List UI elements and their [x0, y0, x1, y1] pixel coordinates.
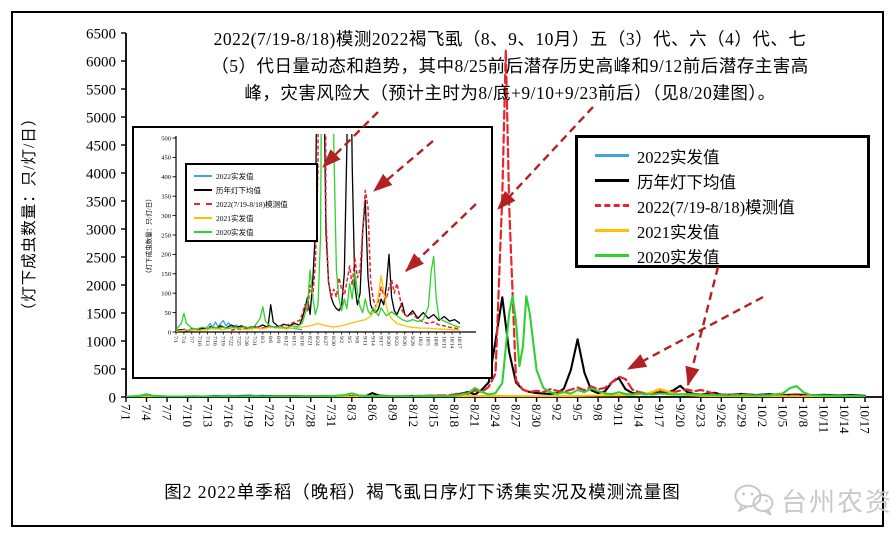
legend-label: 2020实发值 [216, 227, 254, 237]
legend-label: 2022(7/19-8/18)模测值 [637, 197, 795, 217]
legend-line-sample [595, 154, 629, 157]
legend-label: 2022实发值 [637, 147, 720, 167]
legend-item: 2020实发值 [194, 225, 316, 239]
annotation-line: 2022(7/19-8/18)模测2022褐飞虱（8、9、10月）五（3）代、六… [213, 29, 807, 49]
legend-line-sample [595, 204, 629, 207]
legend-item: 2022(7/19-8/18)模测值 [595, 193, 867, 218]
forecast-annotation: 2022(7/19-8/18)模测2022褐飞虱（8、9、10月）五（3）代、六… [145, 26, 875, 107]
legend-line-sample [595, 179, 629, 182]
legend-label: 2021实发值 [216, 213, 254, 223]
legend-label: 历年灯下均值 [637, 172, 736, 192]
legend-label: 历年灯下均值 [216, 185, 261, 195]
figure-caption: 图2 2022单季稻（晚稻）褐飞虱日序灯下诱集实况及模测流量图 [164, 482, 681, 502]
legend-item: 2021实发值 [194, 211, 316, 225]
watermark-label: 台州农资 [781, 488, 894, 517]
legend-main: 2022实发值 历年灯下均值 2022(7/19-8/18)模测值 2021实发值 20… [575, 135, 870, 268]
legend-line-sample [595, 254, 629, 257]
legend-line-sample [194, 217, 212, 219]
legend-line-sample [194, 231, 212, 233]
legend-line-sample [194, 189, 212, 191]
legend-label: 2022实发值 [216, 171, 254, 181]
legend-line-sample [194, 203, 212, 205]
legend-item: 2020实发值 [595, 243, 867, 268]
legend-item: 2022实发值 [595, 143, 867, 168]
legend-item: 历年灯下均值 [595, 168, 867, 193]
watermark: 台州农资 [733, 482, 893, 519]
legend-label: 2021实发值 [637, 222, 720, 242]
legend-item: 历年灯下均值 [194, 183, 316, 197]
legend-line-sample [194, 175, 212, 177]
legend-inset: 2022实发值 历年灯下均值 2022(7/19-8/18)模测值 2021实发值 20… [185, 163, 318, 242]
legend-line-sample [595, 229, 629, 232]
figure-frame [11, 11, 884, 527]
legend-label: 2022(7/19-8/18)模测值 [216, 199, 288, 209]
annotation-line: （5）代日量动态和趋势，其中8/25前后潜存历史高峰和9/12前后潜存主害高 [211, 56, 809, 76]
legend-item: 2022实发值 [194, 169, 316, 183]
wechat-icon [734, 484, 774, 515]
legend-label: 2020实发值 [637, 247, 720, 267]
annotation-line: 峰，灾害风险大（预计主时为8/底+9/10+9/23前后）（见8/20建图）。 [244, 83, 776, 103]
legend-item: 2021实发值 [595, 218, 867, 243]
legend-item: 2022(7/19-8/18)模测值 [194, 197, 316, 211]
